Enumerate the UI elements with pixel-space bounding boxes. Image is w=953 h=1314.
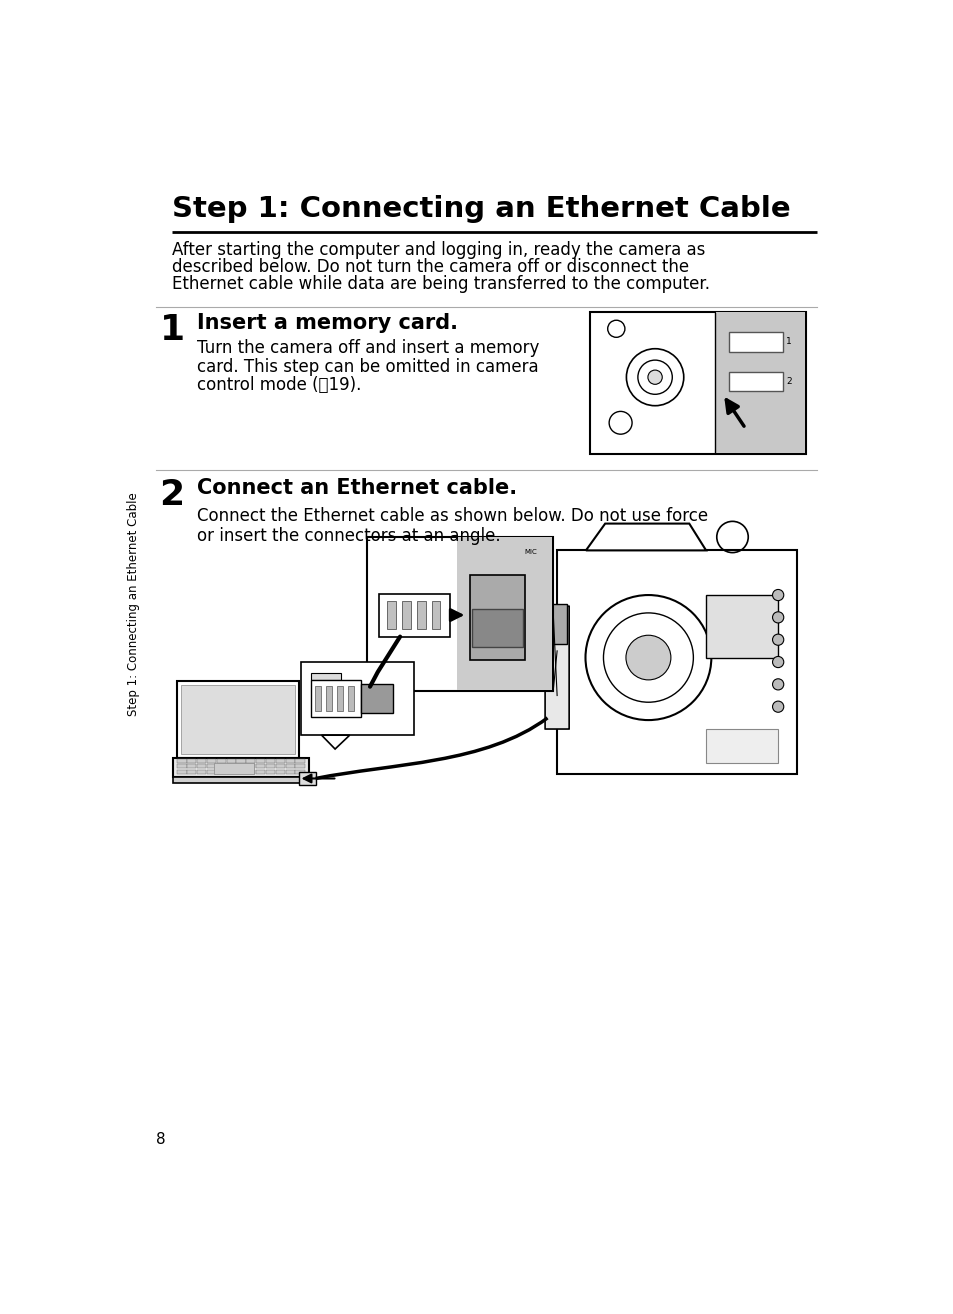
FancyBboxPatch shape	[326, 686, 332, 711]
FancyBboxPatch shape	[266, 765, 274, 769]
FancyBboxPatch shape	[285, 770, 294, 774]
FancyBboxPatch shape	[298, 773, 315, 784]
FancyBboxPatch shape	[216, 770, 226, 774]
FancyBboxPatch shape	[177, 681, 298, 757]
FancyBboxPatch shape	[432, 602, 440, 629]
FancyBboxPatch shape	[226, 759, 235, 763]
FancyBboxPatch shape	[275, 759, 285, 763]
Circle shape	[772, 657, 783, 668]
FancyBboxPatch shape	[311, 673, 340, 681]
Text: 8: 8	[156, 1133, 166, 1147]
FancyBboxPatch shape	[557, 551, 797, 774]
FancyBboxPatch shape	[456, 537, 552, 690]
FancyBboxPatch shape	[236, 770, 245, 774]
FancyBboxPatch shape	[266, 759, 274, 763]
Text: MIC: MIC	[524, 549, 537, 555]
FancyBboxPatch shape	[547, 604, 566, 644]
FancyBboxPatch shape	[226, 765, 235, 769]
FancyBboxPatch shape	[285, 765, 294, 769]
FancyBboxPatch shape	[295, 770, 304, 774]
FancyBboxPatch shape	[181, 685, 294, 754]
FancyBboxPatch shape	[285, 759, 294, 763]
FancyBboxPatch shape	[226, 770, 235, 774]
FancyBboxPatch shape	[367, 536, 553, 691]
FancyBboxPatch shape	[187, 759, 196, 763]
FancyBboxPatch shape	[207, 759, 215, 763]
Circle shape	[772, 702, 783, 712]
FancyBboxPatch shape	[301, 662, 414, 735]
FancyBboxPatch shape	[348, 686, 354, 711]
FancyBboxPatch shape	[207, 765, 215, 769]
FancyBboxPatch shape	[173, 757, 309, 777]
Text: 1: 1	[159, 313, 185, 347]
Text: 2: 2	[785, 377, 791, 386]
Text: control mode (ᄑ19).: control mode (ᄑ19).	[196, 376, 361, 394]
FancyBboxPatch shape	[378, 594, 449, 636]
FancyBboxPatch shape	[187, 770, 196, 774]
Text: Turn the camera off and insert a memory: Turn the camera off and insert a memory	[196, 339, 538, 357]
FancyBboxPatch shape	[197, 759, 206, 763]
FancyBboxPatch shape	[246, 759, 255, 763]
FancyBboxPatch shape	[197, 765, 206, 769]
Circle shape	[772, 635, 783, 645]
Text: Insert a memory card.: Insert a memory card.	[196, 313, 457, 334]
Circle shape	[772, 590, 783, 600]
FancyBboxPatch shape	[402, 602, 410, 629]
FancyBboxPatch shape	[173, 777, 309, 783]
Circle shape	[625, 635, 670, 679]
FancyBboxPatch shape	[236, 765, 245, 769]
FancyBboxPatch shape	[275, 770, 285, 774]
FancyBboxPatch shape	[705, 595, 778, 657]
FancyBboxPatch shape	[246, 770, 255, 774]
FancyBboxPatch shape	[469, 576, 525, 660]
FancyBboxPatch shape	[255, 759, 265, 763]
FancyBboxPatch shape	[275, 765, 285, 769]
Text: After starting the computer and logging in, ready the camera as: After starting the computer and logging …	[172, 240, 704, 259]
Text: Connect an Ethernet cable.: Connect an Ethernet cable.	[196, 478, 517, 498]
FancyBboxPatch shape	[177, 770, 187, 774]
FancyBboxPatch shape	[314, 686, 320, 711]
Text: 2: 2	[159, 478, 185, 512]
Polygon shape	[321, 735, 350, 749]
FancyBboxPatch shape	[214, 763, 253, 774]
Text: Ethernet cable while data are being transferred to the computer.: Ethernet cable while data are being tran…	[172, 275, 709, 293]
FancyBboxPatch shape	[295, 765, 304, 769]
Text: Step 1: Connecting an Ethernet Cable: Step 1: Connecting an Ethernet Cable	[127, 493, 139, 716]
FancyBboxPatch shape	[216, 765, 226, 769]
FancyBboxPatch shape	[728, 331, 782, 352]
Text: Step 1: Connecting an Ethernet Cable: Step 1: Connecting an Ethernet Cable	[172, 194, 790, 222]
FancyBboxPatch shape	[311, 681, 361, 717]
Circle shape	[647, 371, 661, 384]
Circle shape	[772, 612, 783, 623]
Text: described below. Do not turn the camera off or disconnect the: described below. Do not turn the camera …	[172, 258, 688, 276]
FancyBboxPatch shape	[295, 759, 304, 763]
FancyBboxPatch shape	[187, 765, 196, 769]
Circle shape	[772, 679, 783, 690]
FancyBboxPatch shape	[705, 729, 778, 762]
Text: Connect the Ethernet cable as shown below. Do not use force: Connect the Ethernet cable as shown belo…	[196, 507, 707, 526]
FancyBboxPatch shape	[197, 770, 206, 774]
FancyBboxPatch shape	[387, 602, 395, 629]
FancyBboxPatch shape	[336, 686, 343, 711]
FancyBboxPatch shape	[416, 602, 425, 629]
FancyBboxPatch shape	[361, 685, 393, 714]
FancyBboxPatch shape	[544, 606, 569, 729]
FancyBboxPatch shape	[472, 608, 522, 646]
FancyBboxPatch shape	[216, 759, 226, 763]
Text: 1: 1	[785, 338, 791, 346]
Text: card. This step can be omitted in camera: card. This step can be omitted in camera	[196, 357, 537, 376]
FancyBboxPatch shape	[255, 765, 265, 769]
FancyBboxPatch shape	[207, 770, 215, 774]
FancyBboxPatch shape	[246, 765, 255, 769]
FancyBboxPatch shape	[236, 759, 245, 763]
FancyBboxPatch shape	[590, 311, 805, 455]
FancyBboxPatch shape	[255, 770, 265, 774]
FancyBboxPatch shape	[266, 770, 274, 774]
Text: or insert the connectors at an angle.: or insert the connectors at an angle.	[196, 527, 500, 545]
FancyBboxPatch shape	[177, 765, 187, 769]
FancyBboxPatch shape	[716, 313, 804, 453]
Polygon shape	[585, 523, 705, 551]
FancyBboxPatch shape	[728, 372, 782, 392]
FancyBboxPatch shape	[177, 759, 187, 763]
